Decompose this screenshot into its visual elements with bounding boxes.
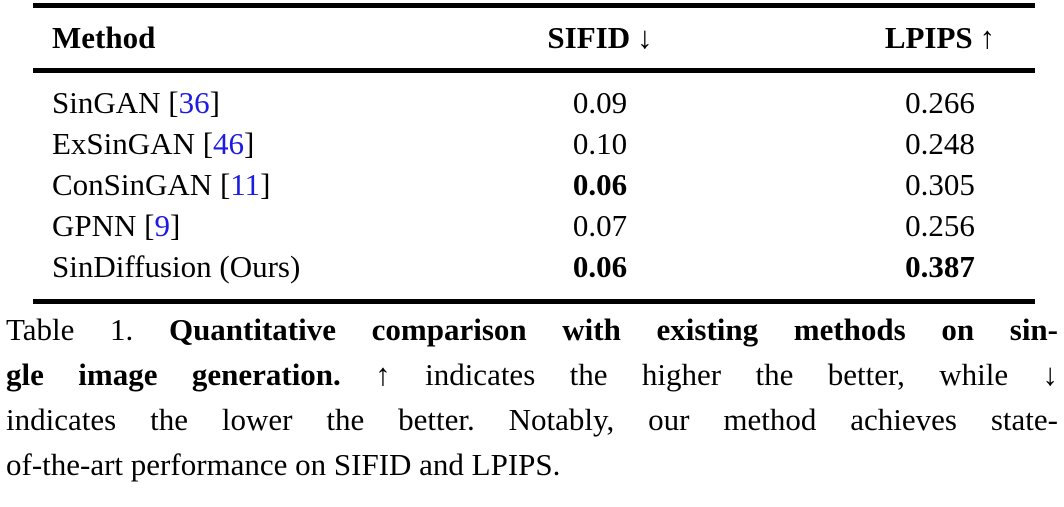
sifid-cell: 0.09 — [480, 85, 720, 121]
citation-bracket-close: ] — [169, 207, 181, 243]
results-table: Method SIFID ↓ LPIPS ↑ SinGAN [36] 0.09 0.26… — [33, 3, 1035, 304]
citation-bracket-open: [ — [144, 207, 155, 243]
lpips-header-label: LPIPS — [884, 20, 973, 55]
citation-link[interactable]: 11 — [230, 166, 261, 202]
table-row: SinDiffusion (Ours) 0.06 0.387 — [33, 246, 1035, 287]
sifid-cell: 0.07 — [480, 208, 720, 244]
lpips-value: 0.256 — [905, 207, 975, 243]
sifid-value: 0.09 — [572, 84, 628, 120]
lpips-cell: 0.266 — [845, 85, 1035, 121]
table-body: SinGAN [36] 0.09 0.266 ExSinGAN [46] 0.10 0.2… — [33, 73, 1035, 299]
sifid-value: 0.06 — [572, 248, 628, 284]
lpips-value: 0.305 — [905, 166, 975, 202]
lpips-cell: 0.248 — [845, 126, 1035, 162]
caption-text: of-the-art performance on SIFID and LPIP… — [6, 447, 561, 482]
sifid-value: 0.06 — [572, 166, 628, 202]
method-header-label: Method — [52, 20, 156, 55]
caption-text: Table 1. — [6, 312, 169, 347]
citation-link[interactable]: 9 — [154, 207, 170, 243]
lpips-value: 0.387 — [905, 248, 975, 284]
method-cell: GPNN [9] — [33, 208, 480, 244]
citation-bracket-open: [ — [219, 166, 231, 202]
lpips-cell: 0.387 — [845, 249, 1035, 285]
method-name: ExSinGAN — [52, 125, 195, 161]
table-row: ExSinGAN [46] 0.10 0.248 — [33, 123, 1035, 164]
method-cell: SinDiffusion (Ours) — [33, 249, 480, 285]
sifid-cell: 0.06 — [480, 167, 720, 203]
citation-link[interactable]: 46 — [213, 125, 245, 161]
table-row: ConSinGAN [11] 0.06 0.305 — [33, 164, 1035, 205]
sifid-cell: 0.06 — [480, 249, 720, 285]
caption-bold-text: Quantitative comparison with existing me… — [168, 312, 1058, 347]
citation-bracket-open: [ — [168, 84, 179, 120]
method-name: GPNN — [52, 207, 137, 243]
caption-text: indicates the lower the better. Notably,… — [6, 402, 1058, 437]
method-name: ConSinGAN — [52, 166, 213, 202]
sifid-cell: 0.10 — [480, 126, 720, 162]
lpips-value: 0.248 — [905, 125, 975, 161]
col-header-sifid: SIFID ↓ — [480, 20, 720, 56]
table-mid-rule — [33, 68, 1035, 73]
method-name: SinGAN — [52, 84, 161, 120]
down-arrow-icon: ↓ — [637, 20, 653, 55]
table-bottom-rule — [33, 299, 1035, 304]
method-cell: ExSinGAN [46] — [33, 126, 480, 162]
citation-bracket-open: [ — [202, 125, 214, 161]
up-arrow-icon: ↑ — [979, 20, 996, 55]
caption-line: indicates the lower the better. Notably,… — [6, 397, 1058, 442]
method-cell: ConSinGAN [11] — [33, 167, 480, 203]
table-row: GPNN [9] 0.07 0.256 — [33, 205, 1035, 246]
table-row: SinGAN [36] 0.09 0.266 — [33, 82, 1035, 123]
method-name: SinDiffusion (Ours) — [52, 248, 301, 284]
lpips-cell: 0.256 — [845, 208, 1035, 244]
table-caption: Table 1. Quantitative comparison with ex… — [6, 307, 1058, 487]
lpips-value: 0.266 — [905, 84, 975, 120]
citation-link[interactable]: 36 — [178, 84, 210, 120]
caption-line: gle image generation. ↑ indicates the hi… — [6, 352, 1058, 397]
sifid-value: 0.10 — [572, 125, 628, 161]
citation-bracket-close: ] — [244, 125, 255, 161]
col-header-lpips: LPIPS ↑ — [845, 20, 1035, 56]
citation-bracket-close: ] — [260, 166, 271, 202]
caption-text: ↑ indicates the higher the better, while… — [340, 357, 1058, 392]
table-header-row: Method SIFID ↓ LPIPS ↑ — [33, 8, 1035, 68]
caption-bold-text: gle image generation. — [6, 357, 341, 392]
sifid-header-label: SIFID — [547, 20, 631, 55]
sifid-value: 0.07 — [572, 207, 628, 243]
citation-bracket-close: ] — [209, 84, 220, 120]
caption-line: Table 1. Quantitative comparison with ex… — [6, 307, 1058, 352]
col-header-method: Method — [33, 20, 480, 56]
table-top-rule — [33, 3, 1035, 8]
caption-line: of-the-art performance on SIFID and LPIP… — [6, 442, 1058, 487]
method-cell: SinGAN [36] — [33, 85, 480, 121]
lpips-cell: 0.305 — [845, 167, 1035, 203]
